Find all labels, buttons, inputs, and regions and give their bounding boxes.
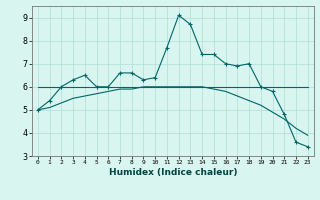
X-axis label: Humidex (Indice chaleur): Humidex (Indice chaleur) bbox=[108, 168, 237, 177]
